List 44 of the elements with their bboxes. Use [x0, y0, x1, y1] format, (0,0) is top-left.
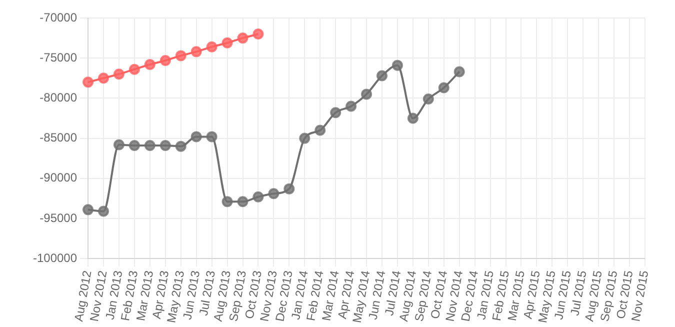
y-tick-label: -100000	[32, 250, 78, 265]
point	[206, 131, 218, 142]
y-tick-label: -95000	[40, 210, 78, 225]
y-tick-label: -80000	[40, 90, 78, 105]
point	[160, 55, 171, 66]
point	[237, 196, 248, 208]
point	[438, 82, 450, 94]
point	[98, 72, 110, 84]
point	[454, 66, 465, 78]
point	[346, 100, 357, 112]
y-tick-label: -85000	[40, 130, 78, 145]
point	[144, 59, 156, 70]
y-tick-label: -70000	[40, 10, 78, 24]
point	[82, 76, 94, 88]
y-tick-label: -75000	[40, 50, 78, 64]
point	[206, 41, 218, 52]
point	[222, 196, 233, 208]
point	[160, 140, 171, 152]
point	[222, 37, 233, 48]
point	[175, 50, 186, 62]
point	[190, 131, 202, 142]
point	[407, 112, 418, 124]
point	[299, 132, 310, 144]
point	[376, 70, 388, 82]
point	[128, 64, 140, 75]
point	[314, 124, 326, 136]
point	[284, 183, 295, 194]
point	[98, 206, 110, 217]
point	[144, 140, 156, 152]
point	[82, 204, 94, 216]
y-tick-label: -90000	[40, 170, 78, 185]
point	[190, 46, 202, 58]
point	[268, 188, 280, 200]
point	[361, 88, 372, 100]
point	[330, 107, 342, 118]
point	[252, 191, 264, 202]
point	[252, 28, 264, 40]
point	[113, 139, 124, 150]
point	[392, 60, 403, 71]
point	[128, 140, 140, 152]
point	[175, 140, 186, 152]
point	[422, 94, 434, 105]
point	[237, 32, 248, 44]
point	[113, 68, 124, 80]
